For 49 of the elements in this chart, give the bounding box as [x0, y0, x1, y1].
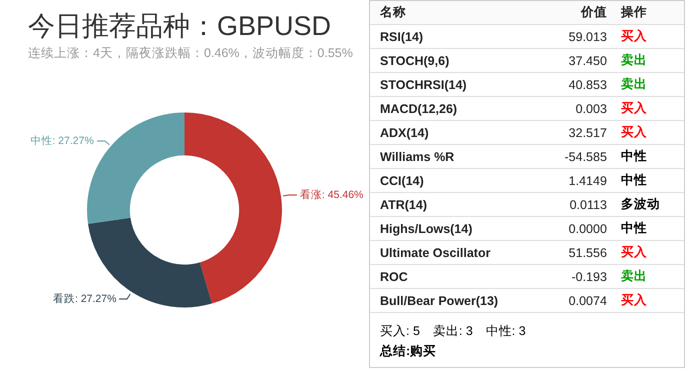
category-label: ATR(14)	[370, 192, 542, 216]
data-label: 买入	[610, 120, 684, 144]
data-label: 32.517	[541, 120, 611, 144]
data-label: 40.853	[541, 72, 611, 96]
data-label: 卖出	[610, 48, 684, 72]
data-label: -0.193	[541, 264, 611, 288]
category-label: RSI(14)	[370, 24, 542, 48]
data-label: -54.585	[541, 144, 611, 168]
slice-label: 中性	[30, 134, 52, 147]
slice-label: 看涨	[300, 189, 322, 201]
chart-subtitle: 连续上涨：4天，隔夜涨跌幅：0.46%，波动幅度：0.55%	[28, 45, 353, 62]
data-label: 0.0074	[541, 288, 611, 312]
category-label: STOCH(9,6)	[370, 48, 542, 72]
category-label: Williams %R	[370, 144, 542, 168]
category-label: STOCHRSI(14)	[370, 72, 542, 96]
category-label: CCI(14)	[370, 168, 542, 192]
data-label: 中性	[610, 168, 684, 192]
data-label: 37.450	[541, 48, 611, 72]
data-label: 0.0113	[541, 192, 611, 216]
text: 价值	[541, 1, 611, 24]
data-label: 卖出	[610, 264, 684, 288]
slice-label: 看跌	[53, 292, 75, 305]
data-label: 中性	[610, 144, 684, 168]
data-label: 卖出	[610, 72, 684, 96]
data-label: 0.003	[541, 96, 611, 120]
category-label: Bull/Bear Power(13)	[370, 288, 542, 312]
chart-title: 今日推荐品种：GBPUSD	[28, 10, 332, 43]
data-label: : 27.27%	[75, 292, 116, 305]
data-label: 59.013	[541, 24, 611, 48]
data-label: 1.4149	[541, 168, 611, 192]
data-label: 买入	[610, 288, 684, 312]
text: 操作	[610, 1, 684, 24]
text: 买入: 5 卖出: 3 中性: 3	[380, 324, 526, 338]
category-label: MACD(12,26)	[370, 96, 542, 120]
text: 名称	[370, 1, 542, 24]
data-label: 51.556	[541, 240, 611, 264]
category-label: ROC	[370, 264, 542, 288]
category-label: Highs/Lows(14)	[370, 216, 542, 240]
data-label: 多波动	[610, 192, 684, 216]
data-label: : 27.27%	[52, 134, 94, 147]
category-label: Ultimate Oscillator	[370, 240, 542, 264]
data-label: 买入	[610, 96, 684, 120]
data-label: 买入	[610, 240, 684, 264]
category-label: ADX(14)	[370, 120, 542, 144]
data-label: 买入	[610, 24, 684, 48]
data-label: 中性	[610, 216, 684, 240]
text: 总结:购买	[380, 343, 438, 360]
data-label: : 45.46%	[322, 189, 364, 201]
data-label: 0.0000	[541, 216, 611, 240]
